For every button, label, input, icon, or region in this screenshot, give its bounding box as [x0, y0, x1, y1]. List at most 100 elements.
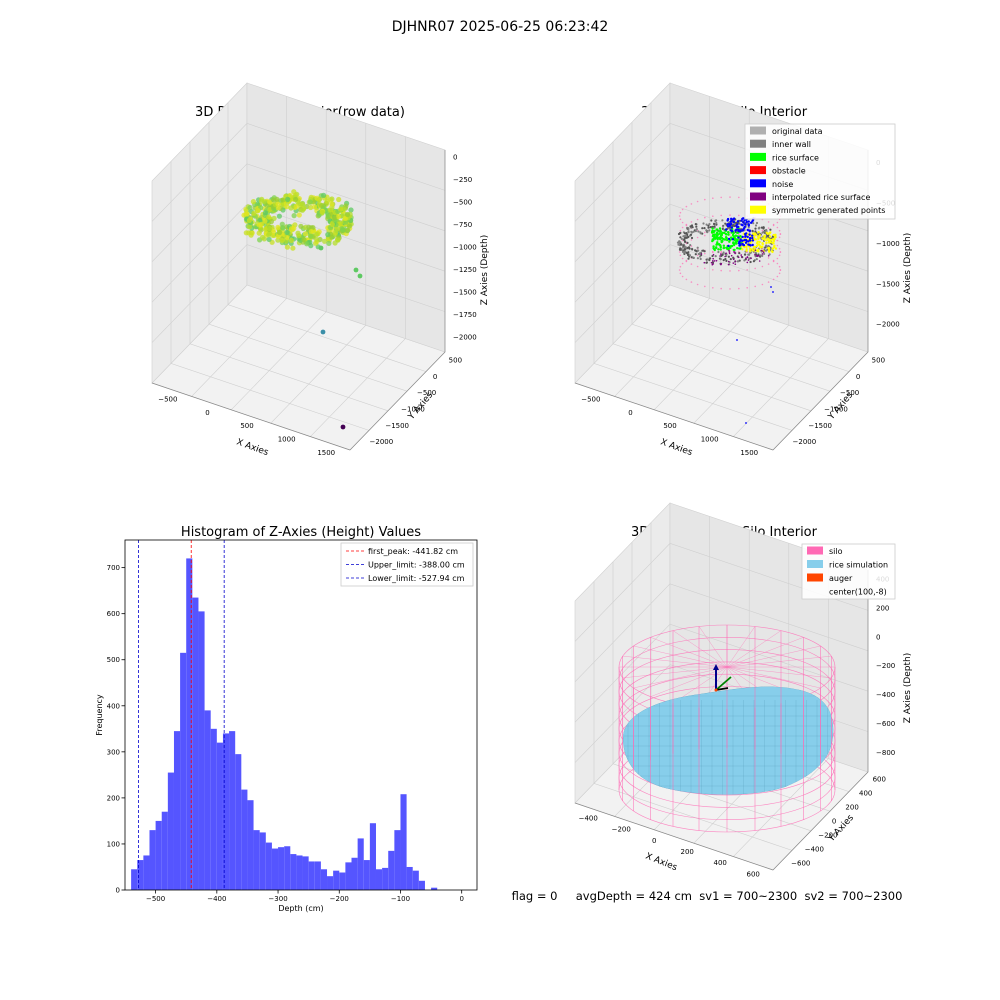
noise-point [741, 235, 744, 239]
panel2-gridline [614, 96, 710, 397]
noise-point [737, 228, 740, 232]
raw-outlier-point [320, 329, 326, 335]
inner-wall-point [685, 232, 688, 235]
raw-scan-point [256, 222, 262, 228]
inner-wall-point [763, 252, 766, 255]
noise-point [738, 230, 742, 233]
inner-wall-point [715, 222, 718, 225]
x-tick-label: −500 [146, 895, 165, 903]
silo-wall-point [778, 272, 781, 275]
silo-wall-point [776, 226, 779, 229]
inner-wall-point [721, 253, 724, 256]
silo-wall-point [738, 287, 740, 290]
inner-wall-point [691, 248, 694, 251]
inner-wall-point [694, 253, 697, 256]
silo-wall-point [729, 214, 731, 216]
silo-wall-point [720, 287, 722, 290]
legend-label: interpolated rice surface [772, 193, 870, 202]
y-tick-label: 600 [107, 610, 120, 618]
histogram-bar [333, 870, 340, 890]
silo-roof-spoke [726, 637, 804, 668]
interpolated-point [746, 261, 749, 264]
rice-surface-point [715, 228, 719, 231]
silo-wall-point [754, 285, 756, 288]
raw-scan-point [270, 197, 277, 203]
silo-wall-point [720, 214, 722, 217]
panel4-x-tick: 200 [681, 848, 694, 856]
silo-roof-spoke [633, 666, 728, 689]
panel4-gridline [733, 556, 829, 857]
noise-point [731, 230, 734, 233]
rice-surface-point [726, 238, 729, 242]
interpolated-point [727, 260, 730, 263]
interpolated-point [754, 254, 756, 256]
inner-wall-point [744, 253, 747, 256]
noise-point [739, 238, 742, 241]
interpolated-point [719, 255, 721, 257]
rice-surface-point [719, 248, 722, 251]
inner-wall-point [694, 223, 697, 226]
noise-outlier-point [736, 339, 738, 341]
noise-point [732, 220, 736, 224]
silo-wall-point [776, 239, 779, 242]
raw-scan-point [291, 213, 297, 219]
panel1-y-tick: −500 [417, 389, 436, 397]
panel2-gridline [574, 244, 869, 343]
x-tick-label: 0 [459, 895, 463, 903]
legend-label: original data [772, 127, 823, 136]
symmetric-point [774, 247, 778, 250]
raw-scan-point [313, 232, 319, 238]
silo-wall-point [681, 262, 684, 265]
interpolated-point [728, 252, 731, 255]
inner-wall-point [688, 254, 692, 257]
auger-x-arrow [715, 687, 729, 691]
rice-surface-point [723, 231, 726, 235]
silo-wall-point [720, 250, 722, 253]
raw-scan-point [288, 226, 295, 232]
silo-roof-spoke [622, 666, 728, 679]
inner-wall-point [708, 223, 711, 226]
panel4-z-tick: 200 [876, 605, 889, 613]
histogram-y-ticks: 0 100 200 300 400 500 600 700 [107, 564, 125, 895]
noise-point [730, 219, 733, 223]
histogram-bar [143, 855, 150, 890]
raw-scan-point [262, 210, 268, 216]
rice-surface-point [711, 227, 714, 230]
histogram-bar [284, 846, 291, 890]
inner-wall-point [768, 253, 771, 256]
panel1-y-tick: −1500 [385, 422, 409, 430]
silo-wall-point [685, 223, 688, 226]
silo-wall-point [778, 247, 781, 250]
panel4-y-tick: 0 [832, 818, 836, 826]
symmetric-point [756, 235, 760, 238]
rice-surface-point [732, 231, 735, 235]
noise-point [734, 229, 737, 232]
y-tick-label: 500 [107, 656, 120, 664]
raw-scan-point [346, 223, 352, 229]
silo-wall-point [696, 200, 699, 203]
noise-point [732, 217, 736, 220]
symmetric-point [774, 234, 777, 238]
silo-wall-point [729, 288, 731, 290]
inner-wall-point [755, 258, 758, 261]
raw-scan-point [304, 241, 310, 247]
raw-scan-point [266, 236, 272, 242]
inner-wall-point [710, 219, 713, 222]
interpolated-point [734, 263, 737, 266]
interpolated-point [713, 260, 716, 262]
inner-wall-point [698, 255, 702, 258]
panel4-x-tick: −400 [579, 814, 598, 822]
legend-label: symmetric generated points [772, 206, 885, 215]
histogram-bar [363, 860, 370, 890]
panel2-gridline [612, 141, 812, 412]
panel4-y-tick: −600 [791, 860, 810, 868]
panel1-axes-panes [151, 82, 446, 451]
panel1-z-tick: −1000 [453, 244, 477, 252]
histogram-bar [345, 862, 352, 890]
noise-point [737, 236, 740, 239]
silo-wall-point [779, 233, 782, 235]
panel2-x-tick: 1500 [740, 449, 758, 457]
inner-wall-point [692, 230, 695, 233]
noise-point [743, 219, 746, 222]
panel2-zlabel: Z Axies (Depth) [903, 233, 913, 304]
